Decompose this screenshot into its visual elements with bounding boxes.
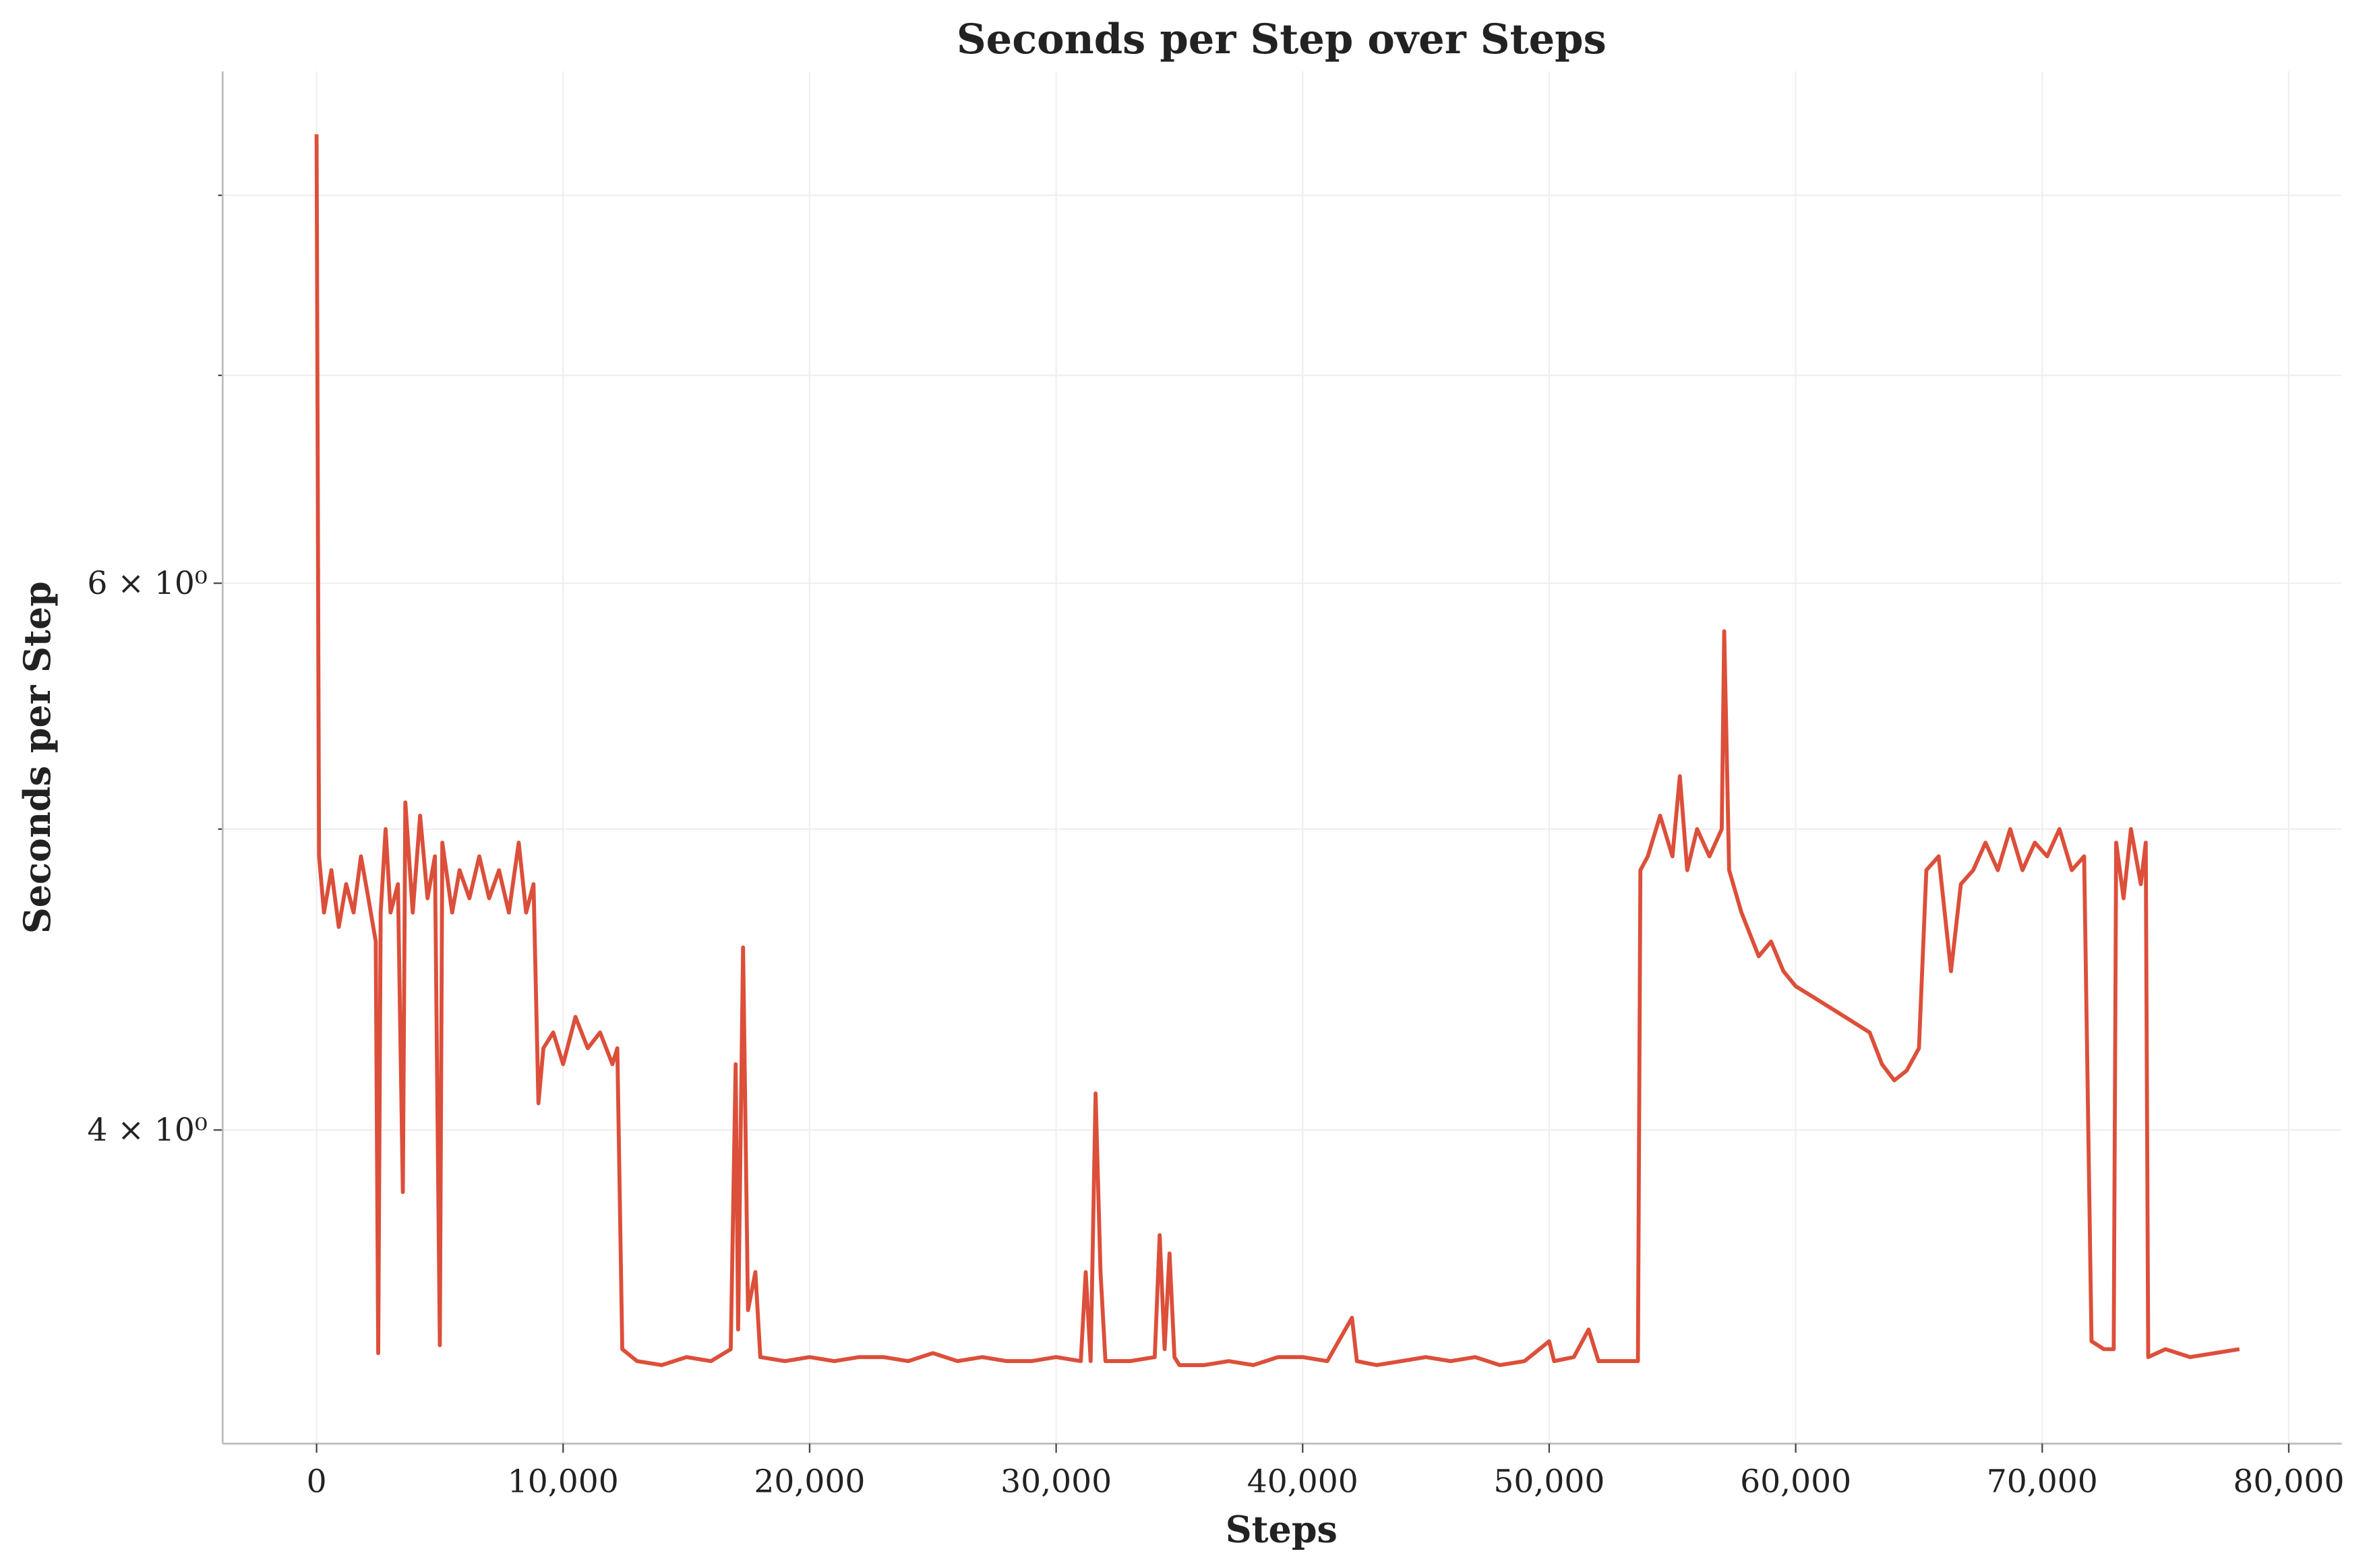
x-tick-label: 70,000	[1987, 1463, 2098, 1500]
data-line	[314, 134, 2240, 1367]
y-tick-label: 6 × 10⁰	[87, 565, 207, 602]
x-tick-label: 60,000	[1740, 1463, 1851, 1500]
x-tick-label: 30,000	[1000, 1463, 1112, 1500]
x-tick-label: 50,000	[1493, 1463, 1605, 1500]
x-tick-label: 10,000	[508, 1463, 619, 1500]
y-tick-label: 4 × 10⁰	[87, 1112, 207, 1149]
x-tick-label: 40,000	[1247, 1463, 1358, 1500]
x-tick-label: 20,000	[754, 1463, 865, 1500]
y-axis-label: Seconds per Step	[16, 581, 59, 934]
x-tick-label: 80,000	[2233, 1463, 2344, 1500]
x-axis-label: Steps	[1226, 1508, 1338, 1551]
x-tick-label: 0	[307, 1463, 327, 1500]
chart-title: Seconds per Step over Steps	[957, 16, 1607, 63]
